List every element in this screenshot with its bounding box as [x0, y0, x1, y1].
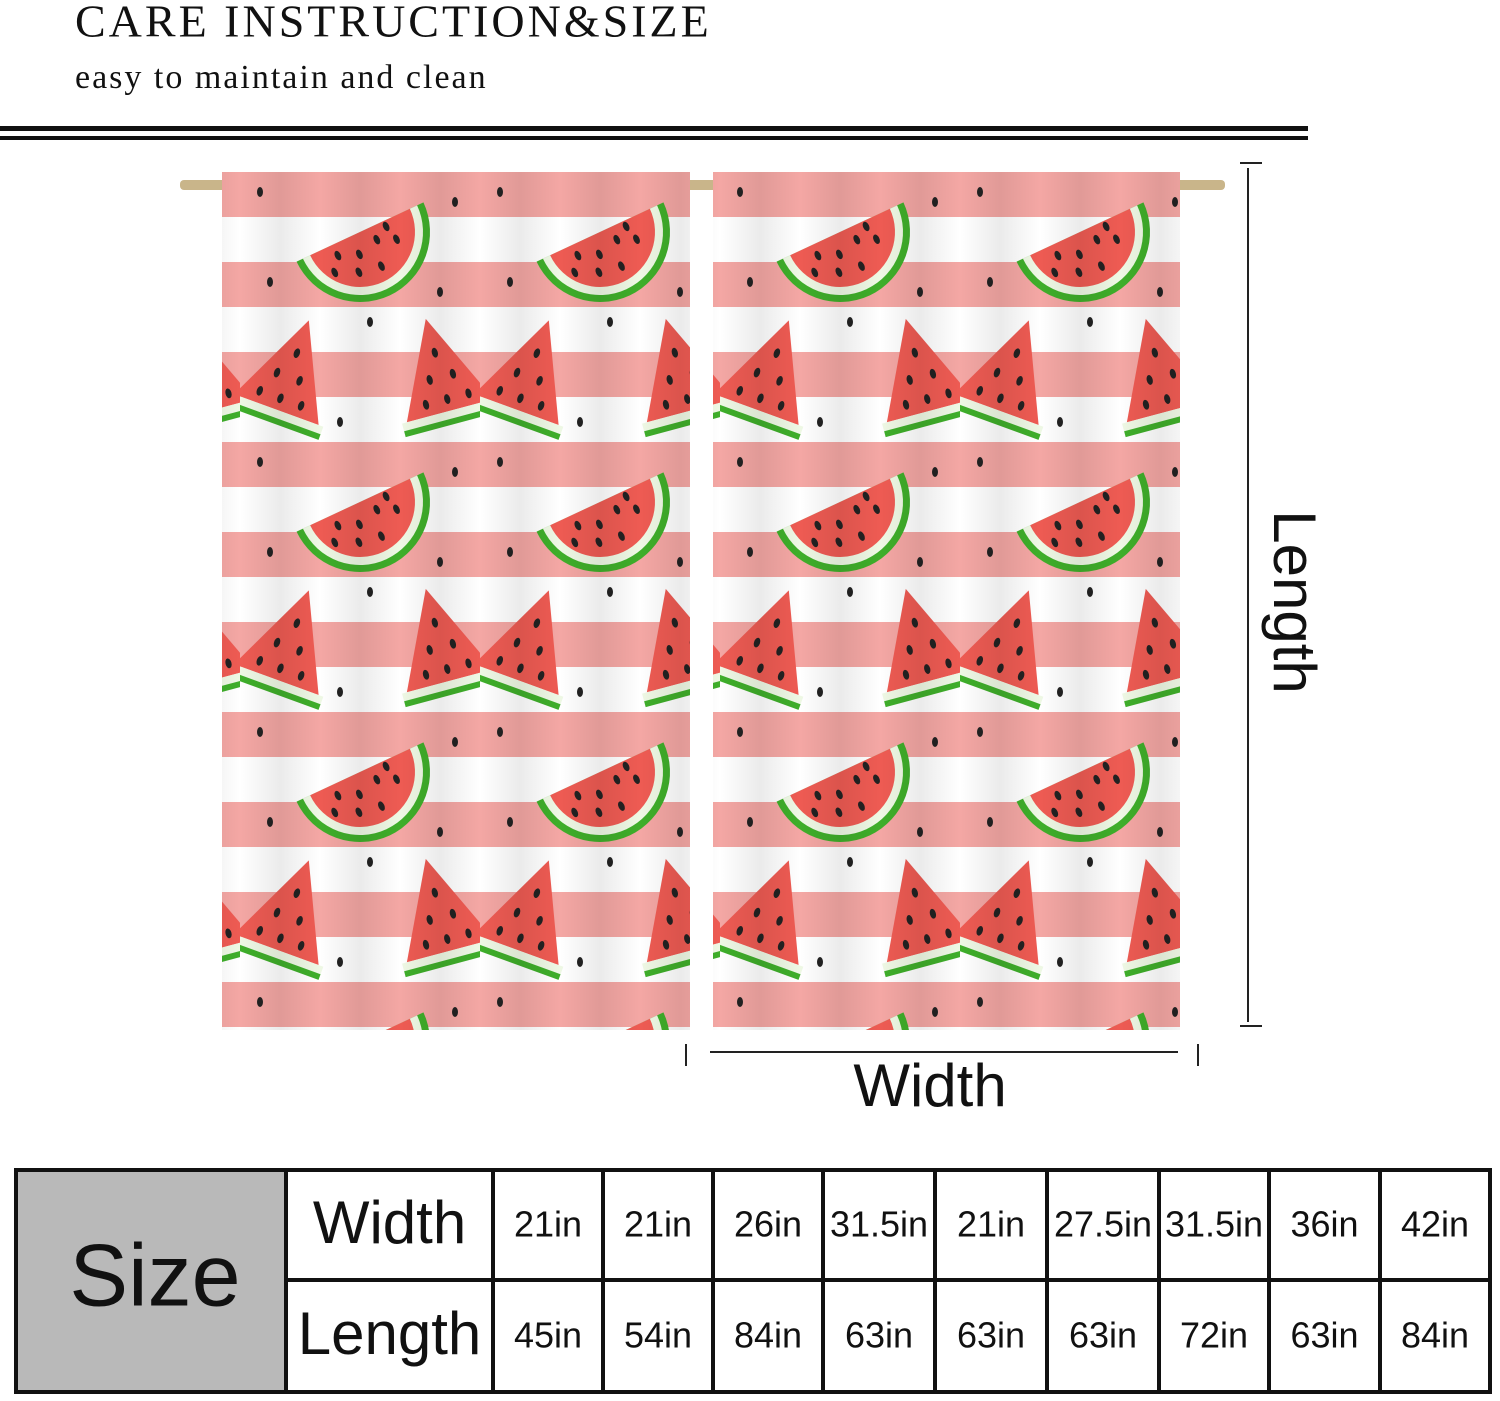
row-label: Length: [298, 1300, 482, 1367]
size-cell: 21in: [957, 1204, 1025, 1245]
size-cell: 84in: [734, 1315, 802, 1356]
curtain-shading: [222, 172, 690, 1030]
size-cell: 31.5in: [1165, 1204, 1263, 1245]
size-cell: 21in: [514, 1204, 582, 1245]
length-dimension: [1240, 162, 1262, 1027]
size-cell: 31.5in: [830, 1204, 928, 1245]
size-cell: 63in: [957, 1315, 1025, 1356]
size-cell: 36in: [1290, 1204, 1358, 1245]
title: CARE INSTRUCTION&SIZE: [75, 0, 712, 47]
size-header: Size: [69, 1225, 240, 1324]
row-label: Width: [313, 1189, 466, 1256]
size-header-cell: [18, 1172, 284, 1390]
size-cell: 45in: [514, 1315, 582, 1356]
length-label: Length: [1261, 510, 1328, 694]
subtitle: easy to maintain and clean: [75, 59, 488, 96]
divider: [0, 126, 1308, 131]
size-cell: 21in: [624, 1204, 692, 1245]
size-cell: 63in: [845, 1315, 913, 1356]
curtain-shading: [713, 172, 1180, 1030]
width-label: Width: [853, 1052, 1006, 1119]
size-cell: 27.5in: [1054, 1204, 1152, 1245]
size-cell: 54in: [624, 1315, 692, 1356]
size-cell: 84in: [1401, 1315, 1469, 1356]
size-table: Width 21in 21in 26in 31.5in 21in 27.5in 31.5in 3…: [14, 1168, 1492, 1394]
size-cell: 42in: [1401, 1204, 1469, 1245]
size-cell: 26in: [734, 1204, 802, 1245]
width-dimension: [685, 1044, 1199, 1066]
size-cell: 72in: [1180, 1315, 1248, 1356]
size-cell: 63in: [1290, 1315, 1358, 1356]
size-cell: 63in: [1069, 1315, 1137, 1356]
divider: [0, 136, 1308, 140]
